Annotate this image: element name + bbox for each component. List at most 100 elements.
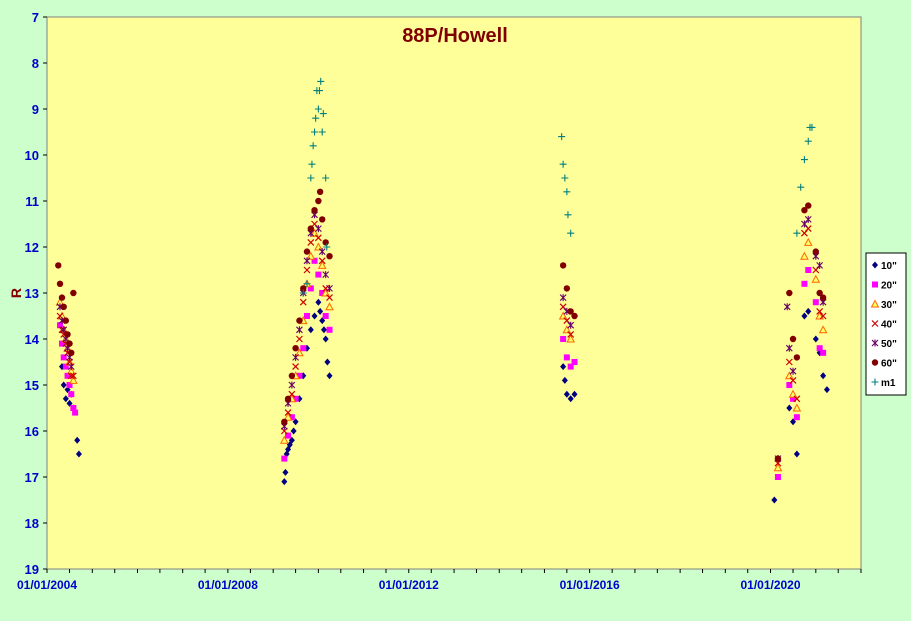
- data-point: [319, 290, 326, 296]
- data-point: [58, 340, 65, 347]
- data-point: [319, 216, 326, 223]
- data-point: [307, 285, 314, 292]
- data-point: [311, 257, 318, 264]
- data-point: [801, 207, 808, 214]
- data-point: [69, 375, 78, 384]
- data-point: [567, 395, 574, 403]
- data-point: [804, 137, 812, 145]
- x-tick-label: 01/01/2012: [379, 578, 439, 592]
- chart-title: 88P/Howell: [402, 25, 508, 47]
- data-point: [62, 363, 69, 370]
- data-point: [314, 242, 323, 251]
- data-point: [812, 335, 819, 343]
- data-point: [326, 326, 333, 333]
- data-point: [64, 372, 71, 379]
- data-point: [56, 322, 63, 329]
- data-point: [68, 349, 75, 356]
- data-point: [811, 274, 821, 283]
- x-tick-label: 01/01/2004: [17, 578, 77, 592]
- data-point: [567, 321, 575, 329]
- data-point: [318, 257, 326, 265]
- data-point: [56, 280, 64, 287]
- data-point: [282, 468, 289, 476]
- data-point: [67, 363, 75, 371]
- data-point: [793, 414, 800, 421]
- data-point: [784, 371, 794, 380]
- data-point: [563, 285, 571, 292]
- data-point: [812, 248, 820, 255]
- data-point: [285, 432, 292, 439]
- data-point: [55, 262, 62, 269]
- y-tick-label: 7: [32, 10, 39, 25]
- data-point: [283, 412, 293, 421]
- data-point: [322, 271, 330, 279]
- data-point: [793, 395, 801, 403]
- data-point: [567, 330, 575, 338]
- data-point: [299, 298, 307, 306]
- y-tick-label: 13: [25, 286, 39, 301]
- data-point: [325, 302, 334, 311]
- legend-label: 60": [881, 359, 897, 370]
- data-point: [819, 294, 827, 301]
- data-point: [58, 363, 65, 371]
- data-point: [311, 128, 319, 136]
- data-point: [324, 358, 331, 366]
- data-point: [560, 336, 567, 342]
- legend: 10" 20" 30" 40" 50" 60" m1: [865, 252, 907, 396]
- data-point: [819, 312, 827, 320]
- data-point: [64, 331, 71, 338]
- data-point: [771, 496, 778, 504]
- y-tick-label: 16: [25, 424, 39, 439]
- data-point: [72, 409, 79, 416]
- data-point: [315, 298, 322, 306]
- data-point: [321, 288, 331, 297]
- data-point: [322, 239, 329, 246]
- plot-area: [46, 16, 862, 570]
- data-point: [326, 372, 333, 380]
- data-point: [790, 395, 797, 402]
- data-point: [774, 474, 781, 480]
- data-point: [74, 436, 81, 444]
- y-tick-label: 8: [32, 56, 39, 71]
- x-axis: 01/01/2004 01/01/2008 01/01/2012 01/01/2016…: [17, 569, 862, 592]
- data-point: [561, 376, 568, 384]
- data-point: [307, 225, 315, 232]
- x-tick-label: 01/01/2020: [740, 578, 800, 592]
- data-point: [816, 289, 823, 297]
- y-tick-label: 11: [25, 194, 39, 209]
- data-point: [288, 381, 296, 389]
- x-tick-label: 01/01/2008: [198, 578, 258, 592]
- data-point: [303, 257, 311, 265]
- data-point: [773, 463, 783, 472]
- data-point: [292, 363, 300, 371]
- data-point: [322, 313, 329, 319]
- data-point: [800, 156, 808, 164]
- data-point: [783, 303, 791, 311]
- data-point: [563, 390, 570, 398]
- data-point: [318, 248, 326, 256]
- data-point: [307, 238, 315, 246]
- data-point: [303, 266, 311, 274]
- y-tick-label: 10: [25, 148, 39, 163]
- data-point: [311, 207, 318, 214]
- data-point: [816, 261, 824, 269]
- data-point: [801, 312, 808, 320]
- data-point: [560, 363, 567, 371]
- y-tick-label: 18: [25, 516, 39, 531]
- data-point: [564, 211, 572, 219]
- data-point: [785, 344, 793, 352]
- data-point: [314, 225, 322, 233]
- data-point: [60, 381, 67, 389]
- y-axis: 7 8 9 10 11 12 13 14 15 16 17 18 19: [25, 10, 47, 577]
- data-point: [303, 280, 311, 288]
- data-point: [62, 395, 69, 403]
- data-point: [559, 160, 567, 168]
- data-point: [296, 372, 303, 379]
- data-point: [296, 335, 303, 343]
- data-point: [311, 312, 318, 320]
- data-points: [55, 77, 830, 504]
- legend-label: 20": [881, 281, 897, 292]
- data-point: [559, 262, 567, 269]
- data-point: [820, 349, 827, 356]
- data-point: [68, 391, 75, 398]
